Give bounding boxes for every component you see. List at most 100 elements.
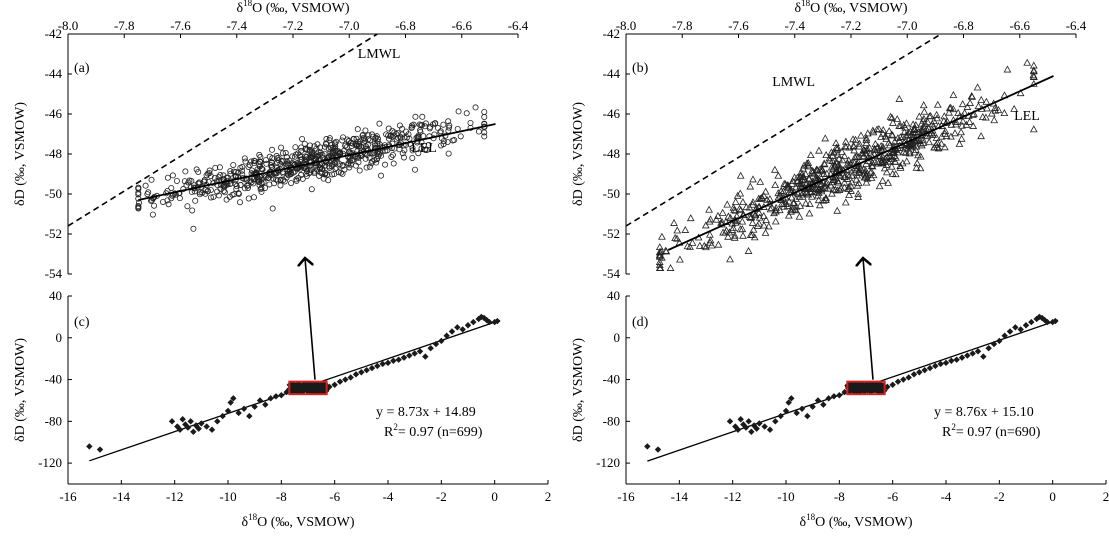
- panel-b: -8.0 -7.8 -7.6 -7.4 -7.2 -7.0 -6.8 -6.6 -6.4 -42 -…: [571, 0, 1087, 281]
- x-tick-label: -4: [941, 489, 952, 504]
- data-point: [734, 426, 742, 433]
- y-tick-label: -54: [45, 266, 63, 281]
- data-point: [852, 152, 861, 160]
- data-point: [278, 392, 285, 399]
- data-point: [427, 345, 434, 352]
- data-point: [268, 159, 275, 166]
- x-tick-label: 0: [491, 489, 498, 504]
- x-axis-title: δ18O (‰, VSMOW): [237, 0, 350, 16]
- data-point: [771, 181, 780, 189]
- data-point: [686, 242, 694, 250]
- data-point: [814, 196, 823, 204]
- data-point: [232, 180, 239, 187]
- data-point: [390, 160, 397, 167]
- data-point: [910, 137, 919, 145]
- data-point: [262, 157, 269, 164]
- data-point: [688, 238, 697, 246]
- data-point: [788, 179, 796, 187]
- data-point: [227, 168, 234, 175]
- data-point: [787, 185, 795, 193]
- data-point: [977, 95, 986, 103]
- data-point: [379, 360, 386, 368]
- data-point: [151, 202, 158, 209]
- data-point: [965, 117, 974, 125]
- data-point: [753, 425, 760, 432]
- data-point: [865, 386, 873, 394]
- data-point: [870, 145, 879, 153]
- data-point: [274, 159, 281, 166]
- x-tick-label: -12: [724, 489, 741, 504]
- data-point: [295, 386, 302, 393]
- panel-label: (d): [632, 315, 649, 330]
- data-point: [655, 248, 664, 256]
- data-point: [832, 139, 840, 147]
- data-point: [279, 150, 286, 157]
- data-point: [941, 127, 950, 135]
- data-point: [937, 360, 944, 368]
- data-point: [159, 198, 166, 205]
- data-point: [726, 213, 735, 221]
- data-point: [219, 412, 226, 420]
- data-point: [766, 205, 775, 213]
- data-point: [899, 121, 908, 128]
- data-point: [770, 165, 779, 173]
- data-point: [829, 175, 837, 183]
- data-point: [352, 371, 360, 378]
- lel-line: [667, 75, 1054, 251]
- data-point: [840, 183, 849, 191]
- panel-label: (a): [74, 61, 90, 76]
- data-point: [339, 170, 346, 177]
- data-point: [854, 179, 863, 187]
- data-point: [135, 204, 142, 211]
- data-point: [803, 159, 811, 167]
- data-point: [825, 395, 832, 402]
- data-point: [182, 168, 189, 175]
- data-point: [262, 184, 269, 191]
- panel-c: -16 -14 -12 -10 -8 -6 -4 -2 0 2 40 0 -40 -80 -120 δ18O …: [13, 288, 551, 530]
- data-point: [1003, 65, 1012, 73]
- data-point: [838, 156, 847, 164]
- data-point: [854, 189, 863, 197]
- lel-line: [138, 123, 496, 201]
- data-point: [335, 169, 342, 176]
- y-tick-label: -120: [596, 455, 620, 470]
- data-point: [761, 423, 768, 430]
- data-point: [762, 215, 770, 223]
- plot-area: [626, 34, 1054, 271]
- data-point: [215, 174, 222, 181]
- data-point: [888, 113, 896, 121]
- data-point: [148, 176, 155, 183]
- data-point: [973, 83, 982, 91]
- data-point: [287, 170, 294, 177]
- data-point: [481, 108, 488, 115]
- data-point: [207, 187, 214, 194]
- data-point: [735, 204, 744, 212]
- x-tick-label: -6.4: [508, 18, 529, 33]
- data-point: [969, 350, 976, 357]
- data-point: [745, 418, 752, 425]
- data-point: [841, 137, 850, 145]
- data-point: [767, 203, 776, 211]
- data-point: [833, 186, 842, 194]
- y-tick-label: -52: [603, 226, 620, 241]
- data-point: [398, 131, 405, 138]
- data-point: [686, 214, 695, 222]
- data-point: [759, 211, 768, 219]
- data-point: [840, 178, 849, 186]
- data-point: [1000, 109, 1009, 117]
- data-point: [363, 164, 370, 171]
- data-point: [399, 150, 406, 157]
- data-point: [925, 138, 934, 146]
- data-point: [277, 182, 284, 189]
- data-point: [179, 416, 186, 423]
- y-axis-title: δD (‰, VSMOW): [571, 102, 586, 206]
- x-tick-label: -4: [383, 489, 394, 504]
- data-point: [880, 164, 889, 172]
- data-point: [881, 154, 890, 162]
- data-point: [756, 194, 765, 202]
- x-tick-label: -10: [219, 489, 236, 504]
- data-point: [736, 206, 745, 214]
- data-point: [164, 174, 171, 181]
- regression-equation: y = 8.76x + 15.10: [934, 405, 1034, 420]
- data-point: [783, 201, 792, 209]
